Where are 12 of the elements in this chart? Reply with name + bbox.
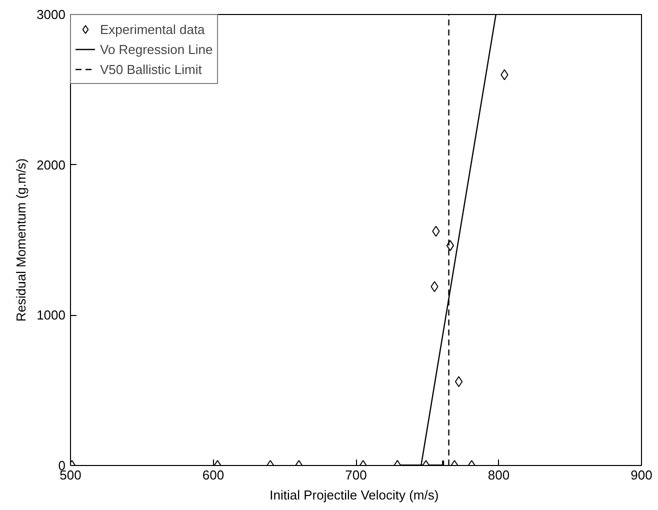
x-tick-label: 900 <box>630 468 652 482</box>
y-axis-title: Residual Momentum (g.m/s) <box>14 158 29 322</box>
y-tick-label: 1000 <box>36 308 66 323</box>
legend-label: Vo Regression Line <box>100 42 213 56</box>
x-tick-label: 700 <box>345 468 367 482</box>
x-tick-label: 600 <box>202 468 224 482</box>
legend-label: V50 Ballistic Limit <box>100 62 202 76</box>
x-axis-title: Initial Projectile Velocity (m/s) <box>270 488 439 502</box>
x-tick-label: 800 <box>488 468 510 482</box>
legend-label: Experimental data <box>100 22 205 36</box>
y-tick-label: 3000 <box>36 7 66 22</box>
y-tick-label: 2000 <box>36 157 66 172</box>
